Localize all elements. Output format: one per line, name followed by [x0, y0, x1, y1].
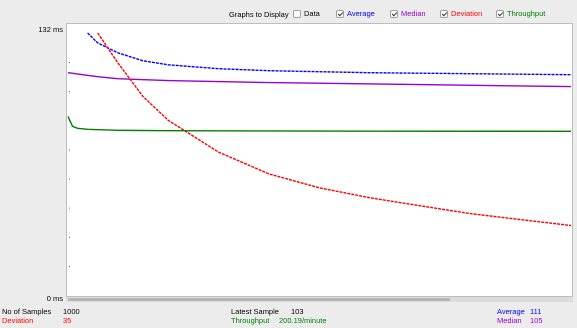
graphs-to-display-bar: Graphs to Display Data Average Median De… [0, 8, 577, 22]
median-series-line [67, 72, 572, 88]
graphs-to-display-title: Graphs to Display [229, 10, 289, 19]
median-checkbox-box[interactable] [390, 9, 398, 18]
y-axis-max-label: 132 ms [38, 25, 63, 34]
graph-canvas [67, 32, 572, 267]
y-tick-dot [69, 265, 70, 267]
y-axis-min-label: 0 ms [46, 294, 63, 303]
throughput-series-line [67, 116, 572, 133]
y-tick-dot [69, 236, 70, 238]
median-checkbox[interactable]: Median [390, 9, 426, 18]
data-checkbox[interactable]: Data [293, 9, 320, 18]
data-checkbox-label: Data [304, 9, 320, 18]
deviation-stat-value: 35 [63, 316, 72, 325]
y-tick-dot [69, 207, 70, 209]
deviation-checkbox-box[interactable] [440, 9, 448, 18]
y-tick-dot [69, 149, 70, 151]
median-stat-value: 105 [530, 316, 543, 325]
deviation-checkbox[interactable]: Deviation [440, 9, 482, 18]
samples-label: No of Samples [2, 307, 52, 316]
average-series-line [87, 32, 572, 76]
deviation-checkbox-label: Deviation [451, 9, 483, 18]
average-stat-value: 111 [530, 307, 542, 316]
throughput-checkbox[interactable]: Throughput [496, 9, 545, 18]
throughput-checkbox-box[interactable] [496, 9, 504, 18]
latest-sample-value: 103 [291, 307, 304, 316]
median-checkbox-label: Median [401, 9, 426, 18]
y-tick-dot [69, 178, 70, 180]
average-checkbox-box[interactable] [336, 9, 344, 18]
graph-plot-area [66, 23, 573, 297]
average-checkbox[interactable]: Average [336, 9, 375, 18]
deviation-stat-label: Deviation [2, 316, 34, 325]
deviation-series-line [97, 32, 572, 227]
y-tick-dot [69, 62, 70, 64]
y-tick-dot [69, 91, 70, 93]
throughput-checkbox-label: Throughput [507, 9, 546, 18]
scrollbar-thumb[interactable] [68, 298, 450, 301]
data-checkbox-box[interactable] [293, 9, 301, 18]
throughput-stat-value: 200.19/minute [279, 316, 327, 325]
average-checkbox-label: Average [347, 9, 375, 18]
horizontal-scrollbar[interactable] [66, 297, 573, 302]
samples-value: 1000 [63, 307, 80, 316]
latest-sample-label: Latest Sample [231, 307, 279, 316]
median-stat-label: Median [497, 316, 522, 325]
throughput-stat-label: Throughput [231, 316, 270, 325]
average-stat-label: Average [497, 307, 525, 316]
